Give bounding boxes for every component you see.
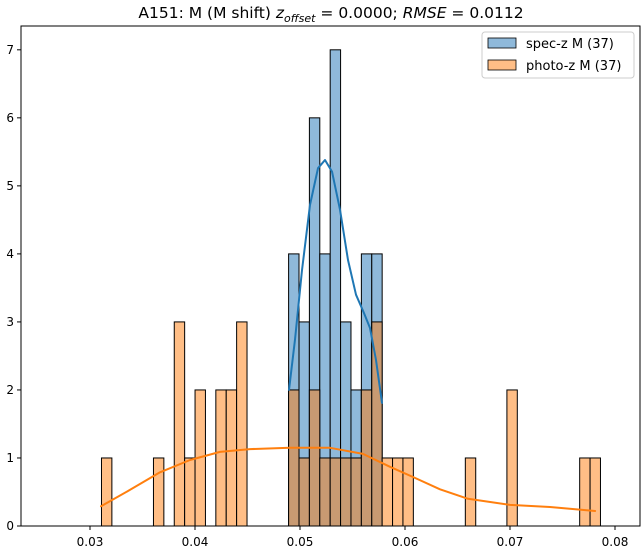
photo-z-bar-fill	[215, 389, 227, 526]
photo-z-bar-fill	[101, 457, 112, 526]
legend-label-spec-z: spec-z M (37)	[526, 37, 614, 52]
legend-swatch-spec-z	[487, 37, 517, 49]
x-tick-label: 0.08	[602, 535, 629, 549]
photo-z-bar-fill	[465, 457, 476, 526]
y-axis-ticks: 0 1 2 3 4 5 6 7	[6, 43, 21, 533]
legend: spec-z M (37) photo-z M (37)	[481, 31, 635, 79]
spec-z-kde-line	[288, 159, 383, 404]
x-tick-label: 0.05	[287, 535, 314, 549]
title-prefix: A151: M (M shift)	[138, 4, 275, 22]
overlap-bar	[330, 457, 341, 526]
overlap-bar	[319, 457, 331, 526]
legend-box	[481, 31, 635, 79]
photo-z-bar-fill	[184, 457, 196, 526]
y-tick-label: 5	[6, 179, 14, 193]
photo-z-bar-fill	[506, 389, 518, 526]
overlap-bar	[371, 321, 383, 526]
y-tick-label: 1	[6, 451, 14, 465]
y-tick-label: 3	[6, 315, 14, 329]
photo-z-bar-fill	[392, 457, 403, 526]
title-z-symbol: z	[275, 4, 285, 22]
y-tick-label: 0	[6, 519, 14, 533]
title-rmse-symbol: RMSE	[403, 4, 447, 22]
legend-label-photo-z: photo-z M (37)	[526, 59, 621, 74]
title-z-value: = 0.0000;	[315, 4, 402, 22]
y-tick-label: 7	[6, 43, 14, 57]
photo-z-bar-fill	[226, 389, 237, 526]
legend-swatch-photo-z	[487, 59, 517, 71]
x-axis-ticks: 0.03 0.04 0.05 0.06 0.07 0.08	[77, 526, 629, 549]
photo-z-bars	[100, 321, 601, 527]
overlap-bar	[288, 389, 299, 526]
photo-z-bar-fill	[579, 457, 591, 526]
title-rmse-value: = 0.0112	[447, 4, 524, 22]
overlap-bar	[340, 457, 351, 526]
spec-z-bar	[329, 49, 342, 527]
overlap-bar	[309, 389, 320, 526]
x-tick-label: 0.03	[77, 535, 104, 549]
overlap-bar	[350, 457, 362, 526]
photo-z-bar-fill	[590, 457, 601, 526]
photo-z-bar-fill	[236, 321, 248, 526]
overlap-bar	[361, 389, 372, 526]
y-tick-label: 4	[6, 247, 14, 261]
plot-frame	[20, 25, 641, 527]
y-tick-label: 2	[6, 383, 14, 397]
photo-z-bar-fill	[174, 321, 185, 526]
overlap-bar	[298, 457, 310, 526]
kde-lines	[100, 159, 597, 512]
photo-z-bar-fill	[402, 457, 414, 526]
photo-z-kde-line	[100, 446, 597, 512]
x-tick-label: 0.04	[182, 535, 209, 549]
photo-z-bar-fill	[153, 457, 164, 526]
x-tick-label: 0.07	[497, 535, 524, 549]
y-tick-label: 6	[6, 111, 14, 125]
chart-title: A151: M (M shift) zoffset = 0.0000; RMSE…	[138, 4, 523, 25]
x-tick-label: 0.06	[392, 535, 419, 549]
title-z-subscript: offset	[284, 12, 316, 25]
photo-z-bar-fill	[382, 457, 393, 526]
